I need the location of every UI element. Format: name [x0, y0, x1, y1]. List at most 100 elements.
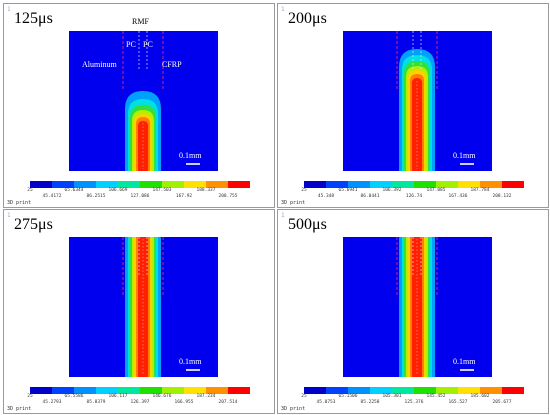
colorbar-tick-label: 187.234: [196, 394, 216, 399]
colorbar-segment: [502, 181, 524, 188]
colorbar-tick-label: 106.669: [108, 188, 128, 193]
colorbar-segment: [206, 181, 228, 188]
plume-band: [138, 121, 148, 171]
colorbar-segment: [96, 387, 118, 394]
colorbar-segment: [480, 387, 502, 394]
colorbar-segment: [228, 181, 250, 188]
time-label: 500μs: [288, 216, 327, 233]
colorbar-tick-label: 126.74: [405, 194, 423, 199]
colorbar-tick-label: 86.2515: [86, 194, 106, 199]
colorbar-segment: [30, 181, 52, 188]
colorbar-tick-label: 147.503: [152, 188, 172, 193]
colorbar-tick-label: 106.392: [382, 188, 402, 193]
colorbar-segment: [184, 181, 206, 188]
colorbar-tick-label: 208.132: [492, 194, 512, 199]
pc-left-label: PC: [126, 40, 136, 49]
time-label: 275μs: [14, 216, 53, 233]
colorbar-segment: [436, 181, 458, 188]
rmf-label: RMF: [132, 17, 149, 26]
colorbar-segment: [436, 387, 458, 394]
colorbar-tick-label: 65.5586: [64, 394, 84, 399]
panel-200us: 1 200μs 0.1mm 25 65.6941 106.392 147.085 187…: [277, 3, 549, 208]
colorbar-ticks-bottom: 45.2793 85.8379 126.397 166.955 207.514: [30, 400, 250, 406]
colorbar-segment: [52, 387, 74, 394]
panel-500us: 1 500μs 0.1mm 25 65.1506 105.301 145.452 185…: [277, 209, 549, 414]
colorbar-segment: [184, 387, 206, 394]
colorbar-segment: [140, 387, 162, 394]
colorbar-segment: [370, 181, 392, 188]
footer-label: 3D print: [281, 406, 306, 412]
colorbar-segment: [414, 181, 436, 188]
colorbar-ticks-bottom: 45.0753 85.2258 125.376 165.527 205.677: [304, 400, 524, 406]
colorbar-tick-label: 85.2258: [360, 400, 380, 405]
colorbar-tick-label: 25: [27, 394, 33, 399]
colorbar-tick-label: 45.0753: [316, 400, 336, 405]
colorbar-tick-label: 165.527: [448, 400, 468, 405]
colorbar-tick-label: 205.677: [492, 400, 512, 405]
colorbar-tick-label: 208.755: [218, 194, 238, 199]
temperature-field: 0.1mm: [69, 237, 218, 377]
cfrp-label: CFRP: [162, 60, 182, 69]
colorbar: [30, 181, 250, 188]
panel-index: 1: [281, 212, 285, 219]
colorbar-segment: [348, 181, 370, 188]
colorbar-tick-label: 185.602: [470, 394, 490, 399]
colorbar-ticks-top: 25 65.1506 105.301 145.452 185.602: [301, 394, 524, 400]
footer-label: 3D print: [281, 200, 306, 206]
footer-label: 3D print: [7, 200, 32, 206]
colorbar: [304, 387, 524, 394]
scale-bar-label: 0.1mm: [179, 151, 202, 160]
colorbar-segment: [392, 387, 414, 394]
heat-plume: [122, 237, 200, 377]
colorbar-tick-label: 86.0441: [360, 194, 380, 199]
colorbar-tick-label: 207.514: [218, 400, 238, 405]
colorbar-tick-label: 65.1506: [338, 394, 358, 399]
colorbar-segment: [162, 387, 184, 394]
colorbar: [304, 181, 524, 188]
colorbar-ticks-top: 25 65.5586 106.117 146.676 187.234: [27, 394, 250, 400]
colorbar-tick-label: 45.2793: [42, 400, 62, 405]
colorbar-tick-label: 126.397: [130, 400, 150, 405]
scale-bar-label: 0.1mm: [179, 357, 202, 366]
panel-275us: 1 275μs 0.1mm 25 65.5586 106.117 146.676 187…: [3, 209, 275, 414]
colorbar-ticks-bottom: 45.348 86.0441 126.74 167.436 208.132: [304, 194, 524, 200]
colorbar-tick-label: 167.436: [448, 194, 468, 199]
colorbar-ticks-top: 25 65.6941 106.392 147.085 187.784: [301, 188, 524, 194]
colorbar-segment: [140, 181, 162, 188]
colorbar-tick-label: 106.117: [108, 394, 128, 399]
colorbar-segment: [348, 387, 370, 394]
colorbar-segment: [458, 387, 480, 394]
colorbar-segment: [118, 387, 140, 394]
heat-plume: [122, 31, 200, 171]
colorbar-segment: [162, 181, 184, 188]
colorbar-segment: [74, 181, 96, 188]
colorbar-tick-label: 167.92: [175, 194, 193, 199]
colorbar-segment: [370, 387, 392, 394]
colorbar-tick-label: 45.4172: [42, 194, 62, 199]
colorbar-tick-label: 105.301: [382, 394, 402, 399]
colorbar-segment: [118, 181, 140, 188]
panel-125us: 1 125μs RMF PC PC Aluminum CFRP 0.1mm 25…: [3, 3, 275, 208]
colorbar-ticks-top: 25 65.6344 106.669 147.503 188.337: [27, 188, 250, 194]
colorbar-tick-label: 187.784: [470, 188, 490, 193]
colorbar-tick-label: 25: [301, 394, 307, 399]
colorbar-segment: [326, 387, 348, 394]
colorbar-tick-label: 147.085: [426, 188, 446, 193]
colorbar-segment: [304, 181, 326, 188]
panel-index: 1: [7, 212, 11, 219]
colorbar-ticks-bottom: 45.4172 86.2515 127.086 167.92 208.755: [30, 194, 250, 200]
colorbar-tick-label: 25: [27, 188, 33, 193]
colorbar-tick-label: 45.348: [317, 194, 335, 199]
panel-index: 1: [281, 6, 285, 13]
colorbar-tick-label: 127.086: [130, 194, 150, 199]
heat-plume: [396, 237, 474, 377]
footer-label: 3D print: [7, 406, 32, 412]
temperature-field: PC PC Aluminum CFRP 0.1mm: [69, 31, 218, 171]
colorbar-tick-label: 146.676: [152, 394, 172, 399]
aluminum-label: Aluminum: [82, 60, 117, 69]
colorbar-tick-label: 125.376: [404, 400, 424, 405]
colorbar-segment: [326, 181, 348, 188]
colorbar-segment: [52, 181, 74, 188]
colorbar-segment: [480, 181, 502, 188]
temperature-field: 0.1mm: [343, 237, 492, 377]
